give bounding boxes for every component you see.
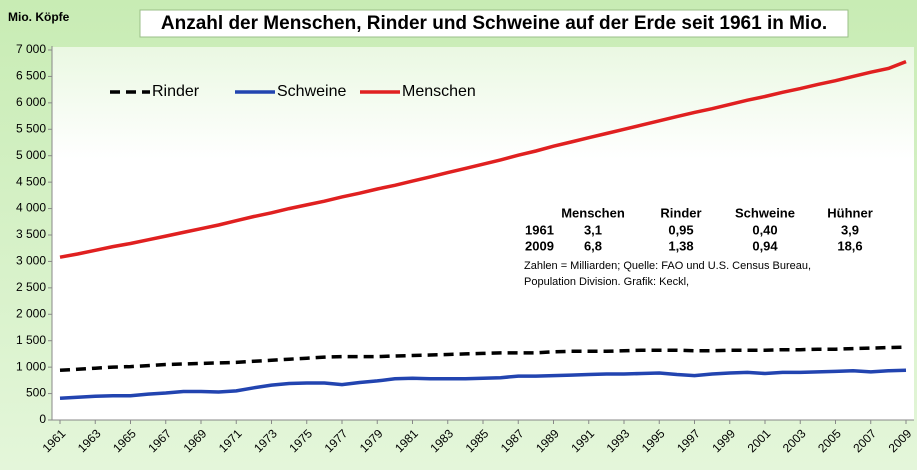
table-cell: 18,6 xyxy=(837,238,862,253)
y-tick-label: 5 500 xyxy=(16,121,46,135)
table-cell: 1,38 xyxy=(668,238,693,253)
y-tick-label: 1 000 xyxy=(16,359,46,373)
y-tick-label: 0 xyxy=(39,412,46,426)
y-tick-label: 1 500 xyxy=(16,333,46,347)
table-header: Menschen xyxy=(561,205,625,220)
legend-label: Rinder xyxy=(152,83,200,100)
y-tick-label: 4 000 xyxy=(16,201,46,215)
table-cell: 3,9 xyxy=(841,222,859,237)
series-line xyxy=(59,59,907,259)
y-tick-label: 7 000 xyxy=(16,42,46,56)
table-cell: 0,95 xyxy=(668,222,693,237)
chart-title: Anzahl der Menschen, Rinder und Schweine… xyxy=(161,13,827,34)
legend-label: Schweine xyxy=(277,83,346,100)
title-box xyxy=(139,9,849,38)
y-axis-label: Mio. Köpfe xyxy=(8,10,70,24)
plot-area xyxy=(52,47,914,420)
table-cell: 0,94 xyxy=(752,238,778,253)
note: Zahlen = Milliarden; Quelle: FAO und U.S… xyxy=(524,260,811,272)
table-header: Rinder xyxy=(660,205,701,220)
y-tick-label: 6 500 xyxy=(16,69,46,83)
series-line xyxy=(59,345,907,373)
table-cell: 0,40 xyxy=(752,222,777,237)
table-header: Hühner xyxy=(827,205,873,220)
table-cell: 3,1 xyxy=(584,222,602,237)
series-line xyxy=(59,368,907,401)
legend-label: Menschen xyxy=(402,83,476,100)
table-cell: 2009 xyxy=(525,238,554,253)
y-tick-label: 6 000 xyxy=(16,95,46,109)
y-tick-label: 2 000 xyxy=(16,306,46,320)
table-cell: 6,8 xyxy=(584,238,602,253)
y-tick-label: 2 500 xyxy=(16,280,46,294)
y-tick-label: 5 000 xyxy=(16,148,46,162)
y-tick-label: 3 000 xyxy=(16,254,46,268)
table-header: Schweine xyxy=(735,205,795,220)
y-tick-label: 500 xyxy=(26,386,46,400)
y-tick-label: 4 500 xyxy=(16,174,46,188)
table-cell: 1961 xyxy=(525,222,554,237)
note: Population Division. Grafik: Keckl, xyxy=(524,276,689,288)
y-tick-label: 3 500 xyxy=(16,227,46,241)
